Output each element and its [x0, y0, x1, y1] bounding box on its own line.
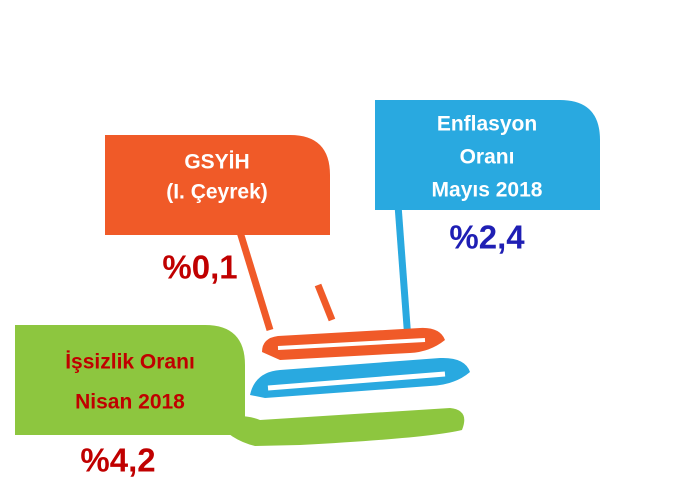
- card-orange: [105, 135, 330, 235]
- card-label: GSYİH: [184, 151, 249, 174]
- card-value: %0,1: [162, 249, 237, 286]
- card-value: %2,4: [449, 219, 525, 256]
- stand-stem: [394, 204, 412, 341]
- card-value: %4,2: [80, 442, 155, 479]
- card-green: [15, 325, 245, 435]
- card-label: Nisan 2018: [75, 391, 185, 414]
- card-label: İşsizlik Oranı: [65, 351, 195, 374]
- stand-stem: [236, 230, 274, 332]
- tray-green: [215, 408, 465, 446]
- tray-line: [277, 338, 426, 350]
- card-label: Enflasyon: [437, 113, 537, 136]
- tray-blue: [250, 357, 470, 398]
- tray-line: [267, 371, 446, 391]
- handle: [314, 283, 336, 322]
- card-label: Mayıs 2018: [432, 179, 543, 202]
- card-blue: [375, 100, 600, 210]
- card-label: (I. Çeyrek): [166, 181, 268, 204]
- card-label: Oranı: [460, 146, 515, 169]
